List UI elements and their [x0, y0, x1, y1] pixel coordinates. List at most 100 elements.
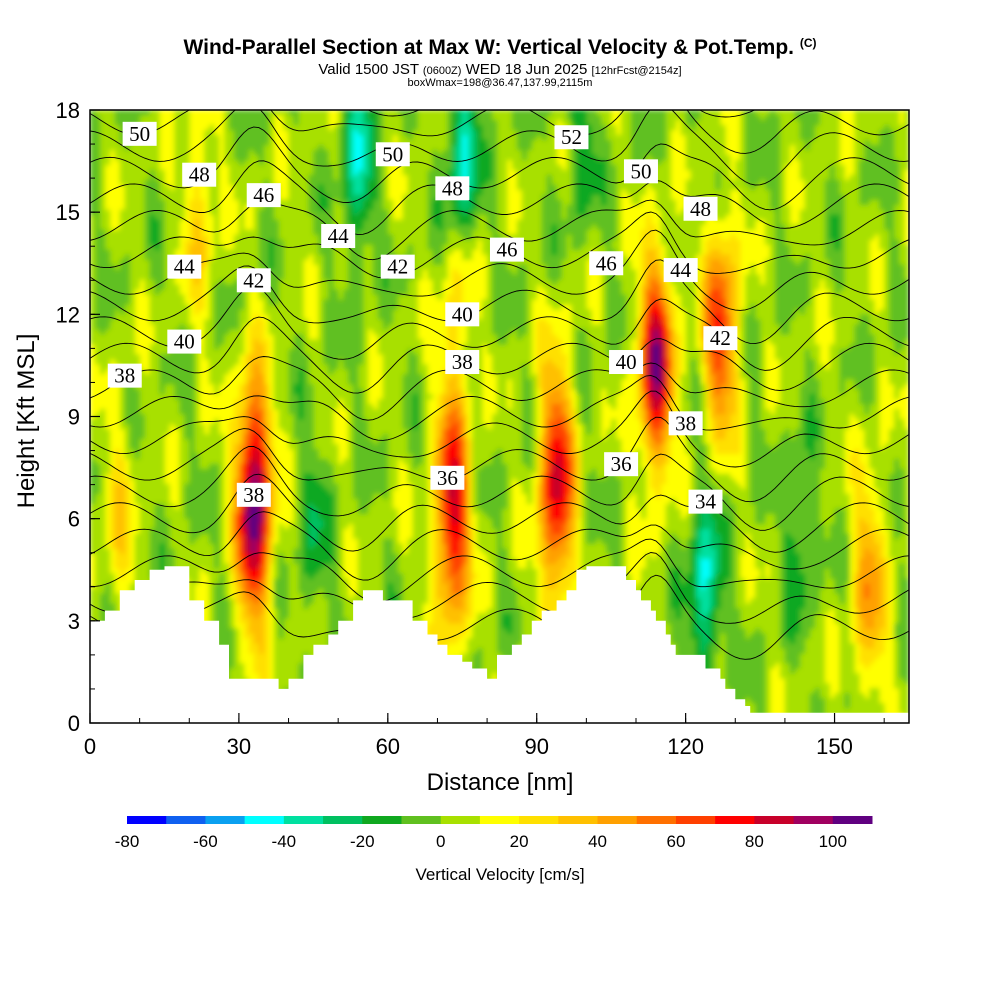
contour-label-box	[122, 121, 157, 146]
colorbar-tick-label: 40	[588, 832, 607, 851]
colorbar-swatch	[323, 816, 363, 824]
contour-label-box	[167, 254, 202, 279]
forecast-info: [12hrFcst@2154z]	[591, 65, 682, 77]
x-tick-label: 60	[376, 734, 400, 759]
contour-label: 38	[445, 350, 480, 375]
contour-label-text: 48	[442, 176, 463, 200]
contour-label: 50	[122, 121, 157, 146]
contour-label-text: 38	[114, 364, 135, 388]
contour-label-box	[375, 142, 410, 167]
colorbar-swatch	[362, 816, 402, 824]
contour-label-text: 52	[561, 125, 582, 149]
contour-label: 50	[623, 159, 658, 184]
contour-label-text: 44	[670, 258, 692, 282]
contour-label-text: 44	[328, 224, 350, 248]
contour-label-text: 46	[253, 183, 274, 207]
contour-label: 40	[445, 302, 480, 327]
contour-label: 48	[435, 176, 470, 201]
x-tick-label: 120	[667, 734, 704, 759]
contour-label-box	[688, 489, 723, 514]
copyright-mark: (C)	[799, 36, 817, 50]
chart-title: Wind-Parallel Section at Max W: Vertical…	[183, 36, 817, 59]
colorbar-tick-label: 100	[819, 832, 847, 851]
theta-contour-52	[90, 110, 909, 186]
contour-label: 38	[107, 363, 142, 388]
contour-label: 38	[668, 411, 703, 436]
contour-label-box	[668, 411, 703, 436]
contour-label-text: 44	[174, 255, 196, 279]
contour-label-text: 42	[387, 255, 408, 279]
theta-contour-35	[90, 552, 909, 624]
contour-label: 46	[246, 183, 281, 208]
theta-contour-50	[90, 160, 909, 236]
colorbar-swatch	[401, 816, 442, 824]
y-tick-label: 0	[68, 711, 80, 736]
colorbar-swatch	[675, 816, 716, 824]
theta-contour-40	[90, 416, 909, 503]
contour-label-box	[589, 251, 624, 276]
valid-date: WED 18 Jun 2025	[465, 61, 588, 78]
colorbar: -80 -60 -40 -20 0 20 40 60 80 100	[115, 816, 873, 851]
terrain-mask	[90, 566, 909, 723]
colorbar-swatch	[440, 816, 481, 824]
colorbar-tick-label: -40	[272, 832, 297, 851]
contour-label-box	[703, 326, 738, 351]
y-tick-label: 18	[56, 98, 80, 123]
theta-contour-38	[90, 473, 909, 553]
vertical-velocity-field	[90, 110, 909, 723]
contour-label-text: 46	[596, 251, 617, 275]
contour-label: 42	[380, 254, 415, 279]
contour-label-text: 40	[174, 330, 195, 354]
colorbar-swatch	[519, 816, 559, 824]
colorbar-swatch	[205, 816, 246, 824]
contour-label-box	[321, 224, 356, 249]
contour-label-box	[554, 125, 589, 150]
contour-label-box	[489, 237, 524, 262]
x-tick-label: 30	[227, 734, 251, 759]
theta-contour-41	[90, 390, 909, 468]
contour-label-text: 38	[243, 483, 264, 507]
contour-label: 38	[236, 482, 271, 507]
colorbar-tick-label: -80	[115, 832, 140, 851]
theta-contour-42	[90, 374, 909, 441]
y-axis-label: Height [Kft MSL]	[13, 334, 40, 509]
contour-label: 36	[604, 452, 639, 477]
x-axis-label: Distance [nm]	[427, 769, 574, 796]
contour-label-text: 48	[690, 197, 711, 221]
contour-label-text: 38	[675, 411, 696, 435]
contour-label: 48	[683, 196, 718, 221]
theta-contour-47	[90, 229, 909, 311]
contour-label-box	[435, 176, 470, 201]
colorbar-swatch	[166, 816, 206, 824]
contour-label: 46	[589, 251, 624, 276]
colorbar-swatch	[283, 816, 324, 824]
contour-label-box	[623, 159, 658, 184]
contour-label-text: 50	[630, 159, 651, 183]
colorbar-tick-label: 0	[436, 832, 445, 851]
contour-label: 42	[236, 268, 271, 293]
theta-contour-44	[90, 316, 909, 394]
contour-label-box	[430, 465, 465, 490]
contour-label-text: 46	[496, 238, 517, 262]
contour-label: 44	[167, 254, 202, 279]
colorbar-swatch	[597, 816, 638, 824]
x-tick-label: 0	[84, 734, 96, 759]
contour-label-text: 42	[243, 268, 264, 292]
contour-label-box	[167, 329, 202, 354]
contour-label-box	[683, 196, 718, 221]
colorbar-tick-label: -60	[193, 832, 218, 851]
contour-label-box	[445, 350, 480, 375]
y-tick-label: 9	[68, 405, 80, 430]
colorbar-tick-label: 80	[745, 832, 764, 851]
colorbar-swatch	[715, 816, 755, 824]
theta-contour-49	[90, 199, 909, 261]
contour-label-box	[604, 452, 639, 477]
y-tick-label: 15	[56, 200, 80, 225]
contour-label: 50	[375, 142, 410, 167]
contour-label-text: 36	[437, 466, 458, 490]
contour-label: 34	[688, 489, 723, 514]
colorbar-swatch	[832, 816, 873, 824]
contour-label: 36	[430, 465, 465, 490]
